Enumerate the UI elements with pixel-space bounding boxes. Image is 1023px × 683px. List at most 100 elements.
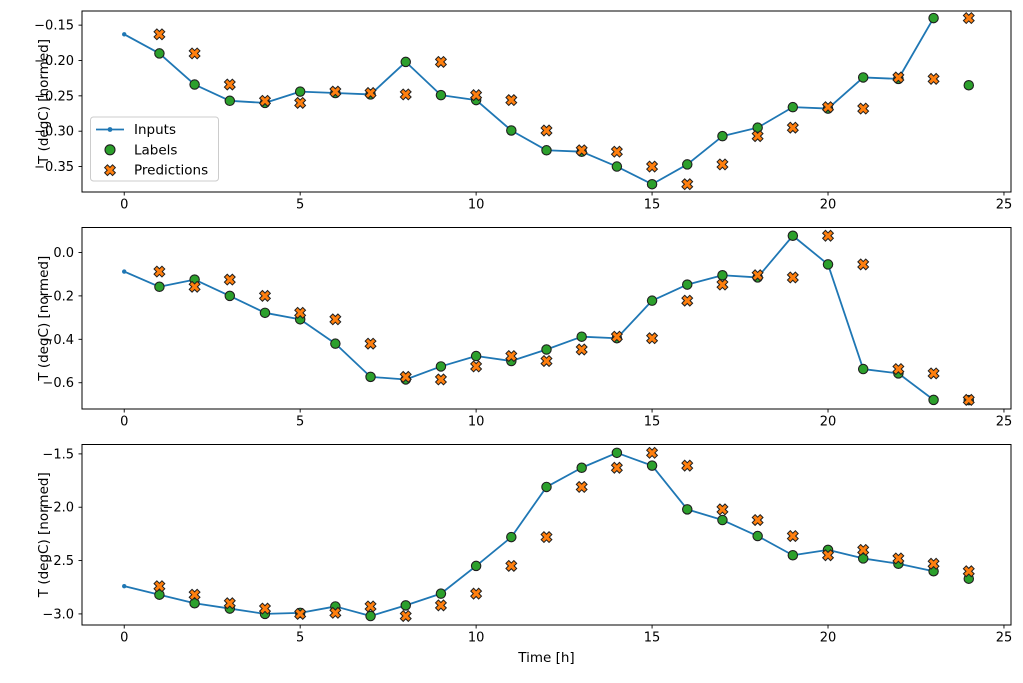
predictions-marker (645, 332, 659, 345)
legend-box (90, 116, 219, 182)
predictions-marker (399, 88, 412, 101)
predictions-marker (857, 102, 870, 115)
predictions-marker (505, 349, 518, 363)
labels-marker (857, 363, 869, 375)
y-tick-label: −1.5 (42, 447, 74, 462)
predictions-marker (786, 121, 799, 134)
legend-inputs-dot-icon (107, 127, 113, 132)
subplot-1: 0 5 10 15 20 25 −0.15 −0.20 −0.25 −0.30 −0.35T (de… (34, 10, 1012, 213)
labels-marker (682, 279, 693, 290)
x-tick-label: 10 (468, 198, 485, 213)
legend-entry-label: Predictions (134, 163, 208, 179)
predictions-marker (575, 343, 588, 356)
predictions-marker (294, 96, 307, 109)
x-tick-label: 0 (120, 415, 128, 430)
y-tick-label: −2.5 (42, 554, 74, 569)
labels-marker (576, 462, 587, 474)
predictions-marker (962, 11, 975, 25)
labels-marker (646, 178, 658, 190)
predictions-marker (434, 373, 448, 386)
inputs-line (123, 234, 935, 401)
labels-marker (154, 589, 165, 600)
labels-marker (541, 145, 552, 156)
predictions-marker (645, 446, 659, 459)
labels-marker (682, 504, 693, 515)
labels-marker (189, 79, 200, 90)
inputs-line (123, 17, 935, 186)
predictions-marker (681, 178, 694, 191)
predictions-marker (223, 78, 236, 91)
y-axis-label: T (degC) [normed] (36, 472, 52, 598)
predictions-marker (751, 269, 764, 282)
predictions-marker (821, 101, 835, 114)
labels-marker (435, 89, 447, 101)
x-tick-label: 15 (644, 198, 661, 213)
predictions-marker (610, 461, 623, 474)
labels-marker (224, 290, 236, 302)
x-tick-label: 20 (820, 415, 837, 430)
labels-marker (857, 72, 869, 83)
predictions-marker (470, 89, 483, 102)
labels-marker (928, 12, 939, 24)
y-tick-label: −2.0 (42, 501, 74, 516)
predictions-marker (329, 606, 342, 619)
predictions-marker (399, 609, 412, 623)
predictions-marker (294, 607, 307, 620)
labels-marker (752, 530, 763, 542)
labels-marker (470, 560, 482, 572)
x-tick-label: 0 (120, 631, 128, 646)
labels-marker (435, 361, 447, 372)
x-tick-label: 10 (468, 415, 485, 430)
predictions-marker (399, 370, 412, 383)
labels-marker (400, 56, 411, 68)
labels-marker (611, 161, 623, 172)
x-tick-label: 5 (296, 415, 304, 430)
predictions-marker (751, 130, 764, 143)
predictions-marker (575, 480, 588, 494)
inputs-dot (122, 32, 127, 37)
labels-marker (435, 588, 447, 599)
x-tick-label: 20 (820, 631, 837, 646)
predictions-marker (364, 600, 377, 613)
labels-marker (154, 48, 165, 59)
labels-marker (365, 371, 376, 383)
predictions-marker (223, 273, 236, 286)
subplot-3: 0 5 10 15 20 25 −1.5 −2.0 −2.5 −3.0 T (degC) [norm… (36, 444, 1013, 666)
inputs-line (123, 451, 935, 617)
labels-marker (506, 125, 517, 136)
predictions-marker (364, 337, 377, 350)
axes-box (81, 444, 1012, 626)
predictions-marker (505, 559, 518, 572)
predictions-marker (364, 86, 377, 100)
labels-marker (787, 230, 799, 242)
predictions-marker (927, 367, 940, 380)
predictions-marker (188, 588, 201, 601)
subplot-2: 0 5 10 15 20 25 0.0 −0.2 −0.4 −0.6T (degC) [norme… (36, 227, 1013, 430)
predictions-marker (610, 330, 623, 343)
predictions-marker (434, 55, 448, 68)
legend-labels-circle-icon (104, 144, 116, 156)
legend-entry-label: Inputs (134, 122, 176, 138)
labels-marker (822, 259, 834, 270)
labels-marker (470, 350, 482, 362)
predictions-marker (153, 580, 166, 593)
legend-entry-label: Labels (134, 142, 177, 158)
labels-marker (576, 331, 587, 342)
predictions-marker (258, 94, 272, 107)
predictions-marker (716, 278, 729, 291)
labels-marker (646, 460, 658, 471)
predictions-marker (470, 587, 483, 600)
predictions-marker (258, 289, 272, 302)
predictions-marker (892, 362, 905, 376)
y-tick-label: 0.0 (53, 246, 74, 261)
predictions-marker (857, 543, 870, 556)
predictions-marker (434, 599, 448, 612)
labels-marker (787, 549, 799, 561)
x-tick-label: 25 (996, 415, 1013, 430)
x-tick-label: 0 (120, 198, 128, 213)
predictions-marker (962, 393, 975, 406)
x-tick-label: 25 (996, 631, 1013, 646)
predictions-marker (188, 47, 201, 60)
labels-marker (963, 79, 975, 91)
predictions-marker (540, 531, 553, 544)
